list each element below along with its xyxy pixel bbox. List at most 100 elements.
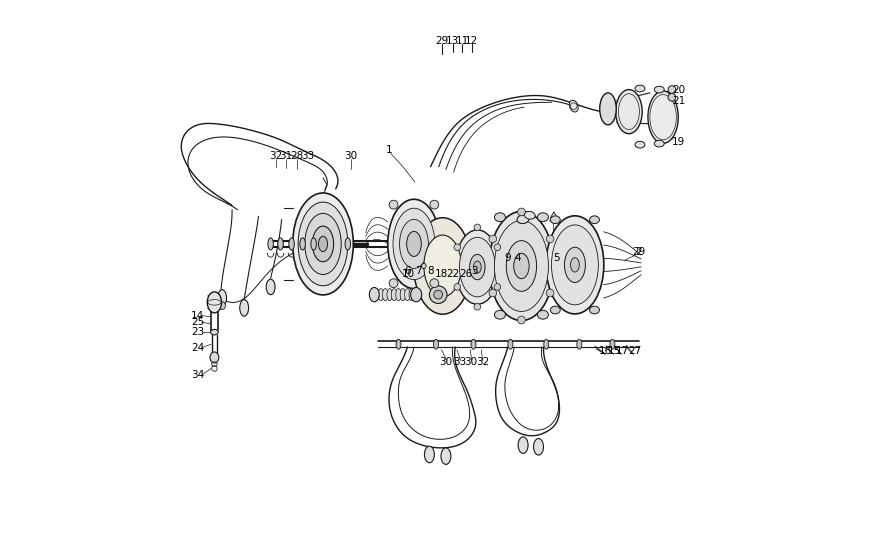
- Ellipse shape: [494, 213, 506, 222]
- Text: 23: 23: [191, 327, 205, 337]
- Text: 29: 29: [435, 36, 448, 46]
- Text: 11: 11: [456, 36, 469, 46]
- Ellipse shape: [494, 310, 506, 319]
- Circle shape: [489, 289, 497, 297]
- Ellipse shape: [600, 93, 617, 125]
- Ellipse shape: [387, 289, 392, 301]
- Ellipse shape: [471, 339, 476, 349]
- Text: 16: 16: [599, 346, 612, 356]
- Text: 5: 5: [553, 253, 560, 263]
- Ellipse shape: [318, 236, 328, 252]
- Ellipse shape: [405, 289, 410, 301]
- Ellipse shape: [589, 306, 599, 314]
- Text: 14: 14: [191, 311, 205, 321]
- Ellipse shape: [460, 237, 495, 297]
- Ellipse shape: [240, 300, 249, 316]
- Ellipse shape: [537, 213, 548, 222]
- Circle shape: [546, 289, 554, 297]
- Ellipse shape: [648, 91, 678, 143]
- Text: 26: 26: [460, 269, 473, 279]
- Ellipse shape: [441, 448, 451, 464]
- Ellipse shape: [494, 220, 548, 311]
- Ellipse shape: [392, 289, 397, 301]
- Ellipse shape: [534, 439, 543, 455]
- Ellipse shape: [610, 339, 615, 349]
- Ellipse shape: [396, 339, 401, 349]
- Ellipse shape: [489, 212, 554, 321]
- Circle shape: [494, 244, 501, 250]
- Ellipse shape: [551, 225, 598, 305]
- Ellipse shape: [400, 289, 405, 301]
- Circle shape: [389, 200, 398, 209]
- Text: 20: 20: [672, 85, 685, 95]
- Ellipse shape: [550, 306, 561, 314]
- Text: 30: 30: [464, 357, 477, 367]
- Circle shape: [489, 235, 497, 243]
- Text: 33: 33: [302, 151, 315, 161]
- Text: 34: 34: [191, 370, 205, 380]
- Ellipse shape: [266, 279, 275, 295]
- Text: 12: 12: [465, 36, 479, 46]
- Ellipse shape: [399, 219, 428, 269]
- Circle shape: [454, 244, 460, 250]
- Ellipse shape: [569, 100, 578, 112]
- Ellipse shape: [312, 226, 334, 262]
- Ellipse shape: [388, 199, 440, 289]
- Circle shape: [474, 224, 480, 230]
- Text: 32: 32: [269, 151, 283, 161]
- Circle shape: [433, 290, 443, 299]
- Text: 18: 18: [435, 269, 448, 279]
- Text: 30: 30: [344, 151, 358, 161]
- Text: 6: 6: [404, 266, 411, 276]
- Text: 27: 27: [628, 346, 641, 356]
- Text: 7: 7: [415, 266, 422, 276]
- Ellipse shape: [433, 339, 439, 349]
- Ellipse shape: [305, 213, 341, 275]
- Ellipse shape: [396, 289, 401, 301]
- Text: 25: 25: [191, 317, 205, 327]
- Ellipse shape: [345, 238, 351, 250]
- Circle shape: [518, 208, 525, 216]
- Ellipse shape: [406, 232, 421, 257]
- Ellipse shape: [293, 193, 353, 295]
- Ellipse shape: [550, 216, 561, 224]
- Text: 33: 33: [453, 357, 467, 367]
- Ellipse shape: [424, 235, 461, 297]
- Circle shape: [518, 316, 525, 324]
- Text: 21: 21: [672, 96, 685, 106]
- Ellipse shape: [470, 254, 485, 280]
- Text: 4: 4: [514, 253, 521, 263]
- Text: 19: 19: [672, 137, 685, 147]
- Ellipse shape: [546, 216, 603, 314]
- Ellipse shape: [370, 288, 379, 302]
- Ellipse shape: [508, 339, 513, 349]
- Ellipse shape: [635, 141, 645, 148]
- Ellipse shape: [413, 218, 472, 314]
- Ellipse shape: [589, 216, 599, 224]
- Text: 8: 8: [427, 266, 433, 276]
- Ellipse shape: [411, 288, 422, 302]
- Circle shape: [494, 284, 501, 290]
- Ellipse shape: [518, 437, 528, 453]
- Text: 3: 3: [471, 266, 478, 276]
- Ellipse shape: [208, 292, 221, 313]
- Ellipse shape: [537, 310, 548, 319]
- Text: 30: 30: [439, 357, 453, 367]
- Ellipse shape: [210, 330, 218, 335]
- Circle shape: [546, 235, 554, 243]
- Text: 2: 2: [636, 247, 642, 257]
- Circle shape: [668, 86, 676, 94]
- Text: 29: 29: [632, 247, 645, 257]
- Ellipse shape: [393, 208, 435, 280]
- Ellipse shape: [218, 290, 227, 306]
- Ellipse shape: [455, 230, 500, 304]
- Ellipse shape: [219, 302, 226, 310]
- Ellipse shape: [422, 263, 426, 269]
- Ellipse shape: [514, 253, 529, 279]
- Ellipse shape: [570, 258, 579, 272]
- Ellipse shape: [311, 238, 317, 250]
- Ellipse shape: [298, 202, 348, 286]
- Ellipse shape: [210, 352, 219, 363]
- Circle shape: [430, 279, 439, 288]
- Ellipse shape: [635, 85, 645, 92]
